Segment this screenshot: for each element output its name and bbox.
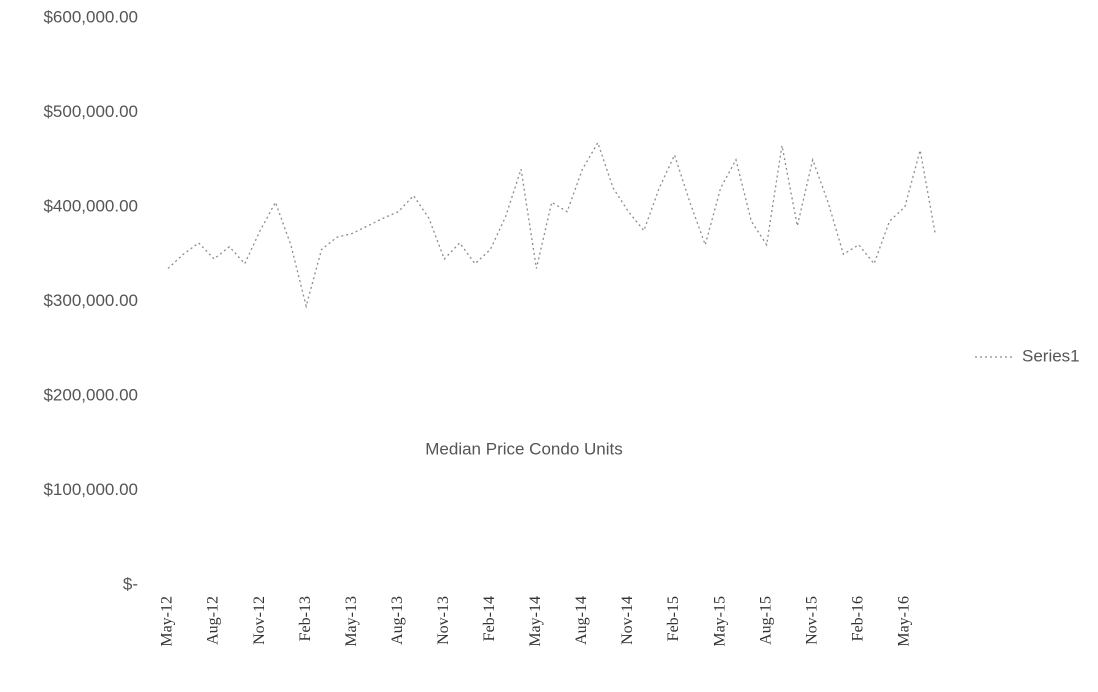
y-tick-label: $300,000.00 bbox=[43, 291, 138, 310]
x-tick-label: Feb-15 bbox=[665, 596, 682, 641]
x-tick-label: May-16 bbox=[895, 596, 912, 647]
x-tick-label: May-15 bbox=[711, 596, 728, 647]
x-tick-label: Aug-14 bbox=[573, 596, 590, 645]
x-tick-label: Nov-12 bbox=[251, 596, 268, 645]
y-tick-label: $400,000.00 bbox=[43, 196, 138, 215]
x-tick-label: Nov-15 bbox=[803, 596, 820, 645]
chart-title: Median Price Condo Units bbox=[425, 439, 622, 458]
x-tick-label: May-12 bbox=[159, 596, 176, 647]
y-tick-label: $600,000.00 bbox=[43, 7, 138, 26]
x-tick-label: Nov-13 bbox=[435, 596, 452, 645]
legend-label: Series1 bbox=[1022, 346, 1080, 365]
x-tick-label: Aug-15 bbox=[757, 596, 774, 645]
y-tick-label: $500,000.00 bbox=[43, 102, 138, 121]
y-tick-label: $- bbox=[123, 574, 138, 593]
y-tick-label: $200,000.00 bbox=[43, 385, 138, 404]
y-tick-label: $100,000.00 bbox=[43, 480, 138, 499]
x-tick-label: May-14 bbox=[527, 596, 544, 647]
x-tick-label: May-13 bbox=[343, 596, 360, 647]
x-tick-label: Feb-14 bbox=[481, 596, 498, 641]
x-tick-label: Aug-13 bbox=[389, 596, 406, 645]
x-tick-label: Feb-16 bbox=[849, 596, 866, 641]
x-tick-label: Nov-14 bbox=[619, 596, 636, 645]
x-tick-label: Feb-13 bbox=[297, 596, 314, 641]
x-tick-label: Aug-12 bbox=[205, 596, 222, 645]
line-series bbox=[167, 141, 937, 309]
